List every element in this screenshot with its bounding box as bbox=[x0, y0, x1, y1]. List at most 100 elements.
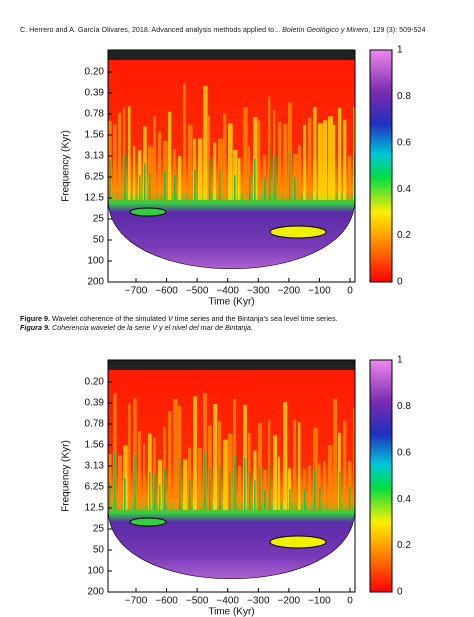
streak bbox=[183, 83, 186, 200]
streak bbox=[159, 484, 161, 510]
streak bbox=[349, 485, 351, 510]
streak bbox=[114, 451, 116, 510]
streak bbox=[308, 465, 311, 510]
x-tick-label: −100 bbox=[308, 596, 331, 607]
streak bbox=[143, 443, 146, 510]
streak bbox=[234, 174, 236, 200]
streak bbox=[269, 148, 271, 200]
streak bbox=[293, 419, 297, 510]
x-tick-label: −100 bbox=[308, 286, 331, 297]
streak bbox=[219, 465, 221, 510]
streak bbox=[118, 455, 122, 510]
y-tick-label: 50 bbox=[93, 235, 105, 246]
streak bbox=[238, 158, 241, 200]
streak bbox=[128, 106, 131, 200]
streak bbox=[254, 158, 256, 200]
streak bbox=[283, 123, 288, 200]
y-tick-label: 200 bbox=[87, 587, 104, 598]
colorbar-label: 0.8 bbox=[397, 91, 411, 102]
colorbar-label: 0.8 bbox=[397, 401, 411, 412]
streak bbox=[168, 411, 172, 510]
heatmap bbox=[108, 50, 355, 269]
x-axis-label: Time (Kyr) bbox=[208, 607, 254, 617]
colorbar-label: 0.2 bbox=[397, 540, 411, 551]
streak bbox=[124, 477, 126, 510]
streak bbox=[298, 422, 301, 510]
x-tick-label: −400 bbox=[216, 596, 239, 607]
streak bbox=[254, 480, 256, 510]
x-tick-label: −600 bbox=[155, 286, 178, 297]
plot-frame bbox=[107, 359, 356, 593]
y-tick-label: 0.39 bbox=[85, 88, 105, 99]
y-tick-label: 6.25 bbox=[85, 482, 105, 493]
y-tick-label: 0.78 bbox=[85, 419, 105, 430]
y-tick-label: 25 bbox=[93, 214, 105, 225]
streak bbox=[273, 435, 278, 510]
streak bbox=[209, 467, 211, 510]
streak bbox=[168, 111, 172, 200]
running-header: C. Herrero and A. García Olivares, 2018.… bbox=[20, 25, 426, 34]
streak bbox=[238, 465, 242, 510]
plot-frame bbox=[107, 49, 356, 283]
caption-text: time series and the Bintanja's sea level… bbox=[172, 314, 338, 323]
streak bbox=[203, 85, 208, 200]
x-tick-label: −400 bbox=[216, 286, 239, 297]
streak bbox=[229, 472, 231, 510]
streak bbox=[294, 176, 296, 200]
top-band bbox=[108, 360, 355, 370]
streak bbox=[174, 174, 176, 200]
y-tick-label: 12.5 bbox=[85, 193, 105, 204]
streak bbox=[198, 138, 203, 200]
x-tick-label: −500 bbox=[186, 596, 209, 607]
streak bbox=[298, 145, 301, 200]
blob bbox=[129, 207, 167, 217]
streak bbox=[353, 407, 355, 510]
streak bbox=[164, 468, 166, 510]
streak bbox=[258, 120, 261, 200]
streak bbox=[124, 153, 126, 200]
colorbar-label: 0 bbox=[397, 277, 403, 288]
x-tick-label: −200 bbox=[278, 286, 301, 297]
streak bbox=[218, 421, 222, 510]
streak bbox=[193, 396, 197, 510]
y-tick-label: 0.39 bbox=[85, 398, 105, 409]
streak bbox=[323, 120, 328, 200]
streak bbox=[173, 399, 178, 510]
x-tick-label: −600 bbox=[155, 596, 178, 607]
caption-es: Figura 9. Coherencia wavelet de la serie… bbox=[20, 323, 253, 332]
figure: 0.200.390.781.563.136.2512.52550100200−7… bbox=[61, 355, 412, 617]
streak bbox=[164, 170, 166, 200]
x-tick-label: 0 bbox=[347, 286, 353, 297]
streak bbox=[128, 403, 131, 510]
blob bbox=[129, 517, 167, 527]
streak bbox=[109, 481, 111, 510]
x-tick-label: −300 bbox=[247, 286, 270, 297]
caption-label: Figure 9. bbox=[20, 314, 50, 323]
top-band bbox=[108, 50, 355, 60]
streak bbox=[289, 489, 291, 510]
streak bbox=[264, 177, 266, 200]
streak bbox=[303, 124, 307, 200]
streak bbox=[269, 465, 271, 510]
streak bbox=[204, 451, 206, 510]
figure: 0.200.390.781.563.136.2512.52550100200−7… bbox=[61, 45, 412, 308]
streak bbox=[198, 447, 202, 510]
streak bbox=[328, 445, 333, 510]
streak bbox=[249, 173, 251, 200]
streak bbox=[189, 478, 191, 510]
colorbar-label: 0.6 bbox=[397, 447, 411, 458]
streak bbox=[183, 459, 188, 510]
y-tick-label: 3.13 bbox=[85, 461, 105, 472]
streak bbox=[278, 121, 282, 200]
streak bbox=[228, 123, 233, 200]
y-tick-label: 100 bbox=[87, 566, 104, 577]
x-tick-label: 0 bbox=[347, 596, 353, 607]
streak bbox=[134, 454, 136, 510]
y-tick-label: 0.20 bbox=[85, 377, 105, 388]
streak bbox=[313, 427, 318, 510]
y-axis-label: Frequency (Kyr) bbox=[61, 130, 72, 202]
y-tick-label: 1.56 bbox=[85, 130, 105, 141]
y-tick-label: 0.78 bbox=[85, 109, 105, 120]
streak bbox=[314, 468, 316, 510]
